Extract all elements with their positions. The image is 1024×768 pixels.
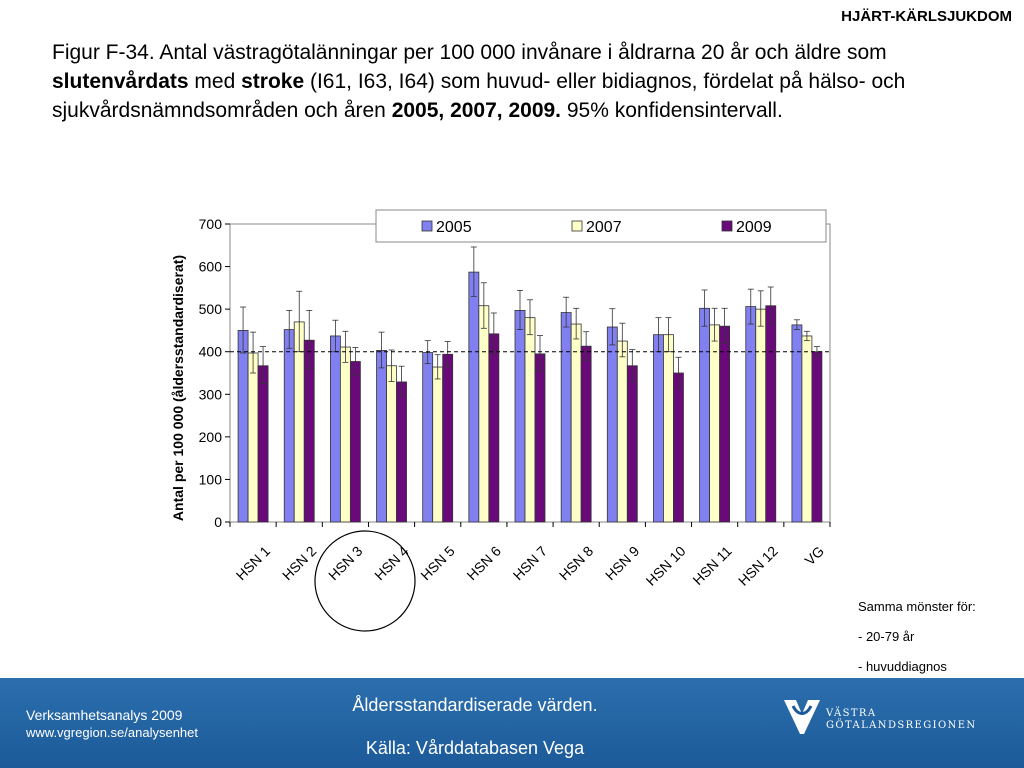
bar-2009-hsn-5 [442, 353, 454, 523]
bar-2005-hsn-9 [606, 326, 618, 523]
bar-2007-hsn-3 [339, 346, 351, 523]
legend-label-2009: 2009 [736, 219, 772, 236]
bar-2005-hsn-2 [283, 329, 295, 523]
bar-2007-hsn-11 [709, 324, 721, 523]
bar-2009-vg [811, 351, 823, 523]
bar-2009-hsn-12 [765, 305, 777, 523]
vgr-logo-icon [784, 700, 820, 734]
bar-2005-hsn-1 [237, 330, 249, 523]
bar-2009-hsn-11 [719, 325, 731, 523]
x-tick-label: HSN 2 [279, 543, 320, 584]
footer-report-name: Verksamhetsanalys 2009 [26, 707, 183, 723]
y-axis-label: Antal per 100 000 (åldersstandardiserat) [170, 255, 186, 521]
x-tick-label: HSN 6 [463, 543, 504, 584]
legend-swatch-2009 [721, 220, 733, 232]
y-tick-label: 400 [199, 344, 223, 360]
bar-2005-hsn-12 [745, 306, 757, 523]
x-tick-label: HSN 3 [325, 543, 366, 584]
y-tick-label: 700 [199, 216, 223, 232]
chart-legend: 2005 2007 2009 [375, 209, 827, 243]
bar-2009-hsn-4 [396, 381, 407, 523]
footer-note-standardized: Åldersstandardiserade värden. [352, 695, 598, 715]
highlight-ellipse [314, 530, 416, 632]
vgr-logo-text: VÄSTRA GÖTALANDSREGIONEN [826, 708, 977, 732]
legend-swatch-2005 [421, 220, 433, 232]
note-box: Samma mönster för: - 20-79 år - huvuddia… [858, 592, 976, 682]
bar-2009-hsn-7 [534, 353, 546, 523]
x-tick-label: HSN 1 [233, 543, 274, 584]
bar-2007-hsn-9 [616, 340, 628, 523]
bar-2005-hsn-8 [560, 312, 572, 523]
chart-bars [237, 271, 823, 523]
footer-url: www.vgregion.se/analysenhet [26, 725, 198, 740]
y-tick-label: 0 [214, 514, 222, 530]
title-bold-2: stroke [241, 70, 305, 93]
x-tick-label: HSN 11 [689, 543, 734, 588]
bar-2007-hsn-1 [247, 352, 259, 523]
y-tick-label: 300 [199, 386, 223, 402]
bar-2005-hsn-5 [422, 352, 434, 523]
bar-2007-hsn-10 [663, 334, 674, 523]
x-tick-label: VG [801, 543, 827, 569]
bar-2009-hsn-6 [488, 333, 500, 523]
title-text-3: (I61, I63, I64) som huvud- eller bidiagn… [52, 70, 906, 122]
bar-2009-hsn-3 [349, 361, 361, 523]
bar-2005-hsn-10 [653, 334, 664, 523]
x-tick-label: HSN 9 [602, 543, 643, 584]
footer-source: Källa: Vårddatabasen Vega [365, 738, 585, 758]
title-text-4: 95% konfidensintervall. [561, 99, 783, 122]
y-tick-label: 500 [199, 301, 223, 317]
logo-line-1: VÄSTRA [826, 708, 877, 719]
x-tick-label: HSN 8 [556, 543, 597, 584]
bar-2005-hsn-3 [329, 335, 341, 523]
legend-label-2005: 2005 [436, 219, 472, 236]
note-line-3: - huvuddiagnos [858, 659, 947, 674]
title-text-2: med [188, 70, 242, 93]
x-tick-label: HSN 12 [735, 543, 781, 589]
title-bold-1: slutenvårdats [52, 70, 189, 93]
chart-error-bars [240, 246, 820, 397]
bar-2007-hsn-4 [386, 365, 397, 523]
bar-2005-hsn-4 [376, 350, 387, 523]
x-tick-label: HSN 10 [643, 543, 689, 589]
bar-2007-hsn-12 [755, 308, 767, 523]
bar-2007-hsn-7 [524, 317, 536, 523]
figure-title: Figur F-34. Antal västragötalänningar pe… [52, 38, 967, 125]
note-line-2: - 20-79 år [858, 629, 915, 644]
bar-2009-hsn-1 [257, 365, 269, 523]
x-tick-label: HSN 5 [417, 543, 458, 584]
title-text-1: Figur F-34. Antal västragötalänningar pe… [52, 41, 887, 64]
x-tick-label: HSN 7 [510, 543, 551, 584]
bar-2005-hsn-11 [699, 307, 711, 523]
bar-2009-hsn-8 [580, 345, 592, 523]
legend-label-2007: 2007 [586, 219, 622, 236]
x-tick-label: HSN 4 [371, 543, 412, 584]
logo-line-2: GÖTALANDSREGIONEN [826, 720, 977, 731]
y-tick-label: 600 [199, 259, 223, 275]
bar-2005-hsn-7 [514, 310, 526, 523]
bar-2009-hsn-10 [673, 372, 684, 523]
bar-2007-hsn-8 [570, 323, 582, 523]
note-line-1: Samma mönster för: [858, 599, 976, 614]
title-bold-3: 2005, 2007, 2009. [391, 99, 562, 122]
footer-bar: Verksamhetsanalys 2009 www.vgregion.se/a… [0, 678, 1024, 768]
footer-left: Verksamhetsanalys 2009 www.vgregion.se/a… [26, 706, 198, 742]
bar-2007-vg [801, 335, 813, 523]
bar-2005-hsn-6 [468, 271, 480, 523]
section-label: HJÄRT-KÄRLSJUKDOM [841, 8, 1012, 25]
legend-swatch-2007 [571, 220, 583, 232]
bar-2007-hsn-5 [432, 366, 444, 523]
y-tick-label: 100 [199, 471, 223, 487]
legend-box [375, 209, 827, 243]
y-tick-label: 200 [199, 429, 223, 445]
bar-2009-hsn-9 [626, 365, 638, 523]
bar-2005-vg [791, 324, 803, 523]
bar-2007-hsn-6 [478, 305, 490, 523]
